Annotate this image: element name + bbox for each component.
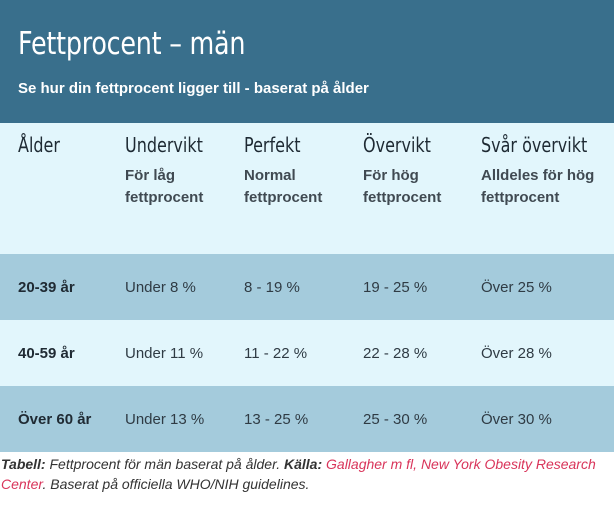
caption-text: Fettprocent för män baserat på ålder. [45, 456, 284, 472]
column-header-perfect: Perfekt Normal fettprocent [244, 123, 363, 254]
table-cell: Över 28 % [481, 345, 552, 362]
age-cell: 20-39 år [18, 279, 75, 296]
table-header-row: Ålder Undervikt För låg fettprocent Perf… [0, 123, 614, 254]
column-header-age: Ålder [0, 123, 125, 254]
column-title: Perfekt [244, 133, 301, 157]
caption-label: Tabell: [1, 456, 46, 472]
table-cell: 13 - 25 % [244, 411, 309, 428]
column-header-underweight: Undervikt För låg fettprocent [125, 123, 244, 254]
age-cell: 40-59 år [18, 345, 75, 362]
caption-source-label: Källa: [284, 456, 323, 472]
column-subtitle: För hög fettprocent [363, 167, 442, 206]
column-title: Övervikt [363, 133, 431, 157]
age-cell: Över 60 år [18, 411, 92, 428]
table-cell: 25 - 30 % [363, 411, 428, 428]
table-row: 40-59 år Under 11 % 11 - 22 % 22 - 28 % … [0, 320, 614, 386]
table-cell: Under 13 % [125, 411, 205, 428]
table-cell: 19 - 25 % [363, 279, 428, 296]
fat-percentage-card: Fettprocent – män Se hur din fettprocent… [0, 0, 614, 494]
column-header-severe-overweight: Svår övervikt Alldeles för hög fettproce… [481, 123, 614, 254]
table-cell: Över 25 % [481, 279, 552, 296]
column-header-overweight: Övervikt För hög fettprocent [363, 123, 481, 254]
table-cell: 22 - 28 % [363, 345, 428, 362]
column-title: Svår övervikt [481, 133, 588, 157]
page-subtitle: Se hur din fettprocent ligger till - bas… [18, 80, 369, 97]
fat-percentage-table: Ålder Undervikt För låg fettprocent Perf… [0, 123, 614, 452]
table-header-banner: Fettprocent – män Se hur din fettprocent… [0, 0, 614, 123]
table-cell: Under 8 % [125, 279, 196, 296]
table-cell: 8 - 19 % [244, 279, 300, 296]
table-row: 20-39 år Under 8 % 8 - 19 % 19 - 25 % Öv… [0, 254, 614, 320]
table-cell: 11 - 22 % [244, 345, 308, 362]
table-row: Över 60 år Under 13 % 13 - 25 % 25 - 30 … [0, 386, 614, 452]
table-caption: Tabell: Fettprocent för män baserat på å… [0, 454, 614, 494]
column-subtitle: Alldeles för hög fettprocent [481, 167, 595, 206]
table-cell: Över 30 % [481, 411, 552, 428]
column-subtitle: För låg fettprocent [125, 167, 204, 206]
page-title: Fettprocent – män [18, 26, 246, 62]
caption-tail: . Baserat på officiella WHO/NIH guidelin… [42, 476, 310, 492]
source-link[interactable]: Gallagher m fl, New York Obesity Researc… [1, 456, 596, 492]
table-cell: Under 11 % [125, 345, 204, 362]
column-subtitle: Normal fettprocent [244, 167, 323, 206]
column-title: Ålder [18, 133, 60, 157]
column-title: Undervikt [125, 133, 203, 157]
